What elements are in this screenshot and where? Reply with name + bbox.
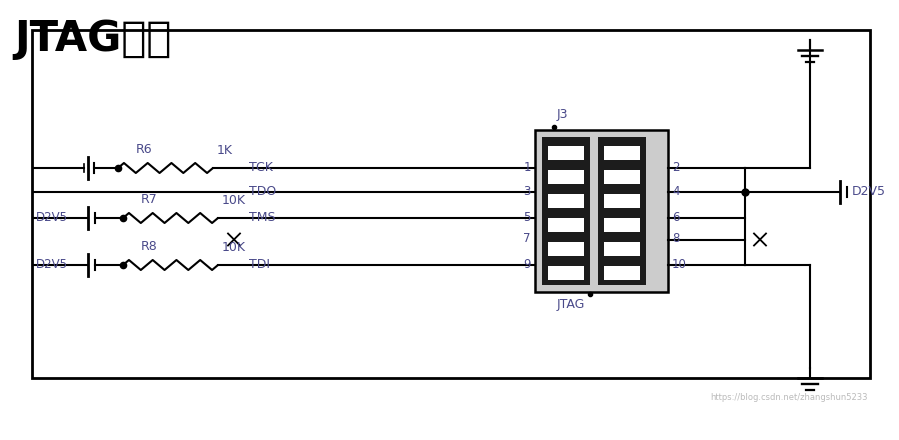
Bar [548, 266, 584, 280]
Text: R8: R8 [141, 240, 157, 253]
Text: 6: 6 [672, 210, 680, 224]
Bar [604, 266, 640, 280]
Text: 3: 3 [523, 184, 531, 198]
Bar [548, 170, 584, 184]
Text: https://blog.csdn.net/zhangshun5233: https://blog.csdn.net/zhangshun5233 [710, 393, 868, 402]
Text: TCK: TCK [249, 161, 273, 173]
Text: 8: 8 [672, 232, 680, 245]
Bar [598, 137, 646, 285]
Text: 9: 9 [523, 257, 531, 271]
Text: 10: 10 [672, 257, 687, 271]
Text: TMS: TMS [249, 210, 275, 224]
Bar [604, 242, 640, 256]
Text: D2V5: D2V5 [36, 257, 68, 271]
Text: 1K: 1K [217, 144, 233, 157]
Bar [604, 146, 640, 160]
Text: 10K: 10K [222, 241, 246, 254]
Bar [32, 30, 870, 378]
Text: JTAG: JTAG [557, 298, 585, 311]
Bar [548, 146, 584, 160]
Text: 10K: 10K [222, 194, 246, 207]
Bar [548, 194, 584, 208]
Text: 7: 7 [523, 232, 531, 245]
Bar [535, 130, 668, 292]
Bar [604, 194, 640, 208]
Text: TDI: TDI [249, 257, 270, 271]
Bar [548, 218, 584, 232]
Text: R7: R7 [141, 193, 157, 206]
Text: J3: J3 [557, 107, 568, 121]
Bar [604, 218, 640, 232]
Text: JTAG接口: JTAG接口 [14, 18, 172, 60]
Bar [542, 137, 590, 285]
Bar [604, 170, 640, 184]
Text: 4: 4 [672, 184, 680, 198]
Text: 5: 5 [523, 210, 531, 224]
Text: 1: 1 [523, 161, 531, 173]
Text: D2V5: D2V5 [852, 184, 886, 198]
Bar [548, 242, 584, 256]
Text: D2V5: D2V5 [36, 210, 68, 224]
Text: TDO: TDO [249, 184, 276, 198]
Text: 2: 2 [672, 161, 680, 173]
Text: R6: R6 [136, 143, 153, 156]
